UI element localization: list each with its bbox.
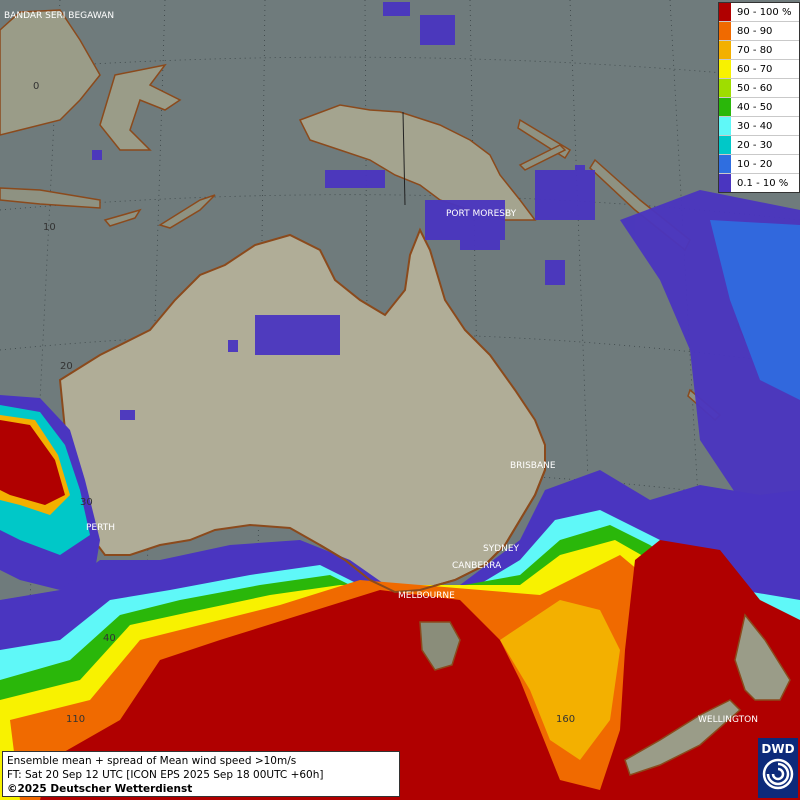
mid-probability-patches bbox=[710, 220, 800, 400]
legend-label: 60 - 70 bbox=[737, 63, 773, 75]
city-label: BRISBANE bbox=[510, 461, 556, 471]
legend-entry: 30 - 40 bbox=[719, 117, 799, 136]
city-label: PORT MORESBY bbox=[446, 209, 517, 219]
longitude-label: 110 bbox=[66, 714, 85, 725]
legend-entry: 90 - 100 % bbox=[719, 3, 799, 22]
tasmania-outline bbox=[419, 621, 461, 671]
city-label: WELLINGTON bbox=[698, 715, 758, 725]
legend-entry: 0.1 - 10 % bbox=[719, 174, 799, 192]
legend-swatch bbox=[719, 22, 731, 40]
legend-label: 80 - 90 bbox=[737, 25, 773, 37]
dwd-logo-text: DWD bbox=[761, 742, 795, 756]
legend-label: 90 - 100 % bbox=[737, 6, 792, 18]
info-box: Ensemble mean + spread of Mean wind spee… bbox=[2, 751, 400, 797]
java-land bbox=[0, 187, 101, 209]
city-label: CANBERRA bbox=[452, 561, 502, 571]
latitude-label: 0 bbox=[33, 81, 39, 92]
legend: 90 - 100 % 80 - 90 70 - 80 60 - 70 50 - 60 40… bbox=[718, 2, 800, 193]
australia-south-coast bbox=[319, 469, 546, 594]
legend-swatch bbox=[719, 41, 731, 59]
legend-label: 0.1 - 10 % bbox=[737, 177, 789, 189]
legend-label: 70 - 80 bbox=[737, 44, 773, 56]
legend-entry: 40 - 50 bbox=[719, 98, 799, 117]
legend-label: 10 - 20 bbox=[737, 158, 773, 170]
longitude-label: 160 bbox=[556, 714, 575, 725]
city-label: BANDAR SERI BEGAWAN bbox=[4, 11, 114, 21]
info-copyright: ©2025 Deutscher Wetterdienst bbox=[7, 783, 193, 795]
west-high-band bbox=[0, 420, 65, 505]
new-zealand-outline bbox=[624, 613, 791, 776]
latitude-label: 40 bbox=[103, 633, 116, 644]
legend-entry: 60 - 70 bbox=[719, 60, 799, 79]
city-label: SYDNEY bbox=[483, 544, 520, 554]
city-label: MELBOURNE bbox=[398, 591, 455, 601]
legend-label: 30 - 40 bbox=[737, 120, 773, 132]
legend-swatch bbox=[719, 174, 731, 192]
legend-swatch bbox=[719, 60, 731, 78]
legend-label: 40 - 50 bbox=[737, 101, 773, 113]
timor-land bbox=[103, 194, 216, 229]
legend-swatch bbox=[719, 155, 731, 173]
legend-entry: 50 - 60 bbox=[719, 79, 799, 98]
legend-label: 50 - 60 bbox=[737, 82, 773, 94]
dwd-swirl-icon bbox=[762, 758, 794, 790]
south-high-band bbox=[40, 540, 800, 800]
legend-entry: 80 - 90 bbox=[719, 22, 799, 41]
latitude-label: 30 bbox=[80, 497, 93, 508]
png-border bbox=[402, 111, 406, 206]
south-gap-yellow bbox=[500, 600, 620, 760]
info-forecast-time: FT: Sat 20 Sep 12 UTC [ICON EPS 2025 Sep… bbox=[7, 769, 324, 781]
latitude-labels: 0 10 20 30 40 bbox=[33, 81, 116, 644]
latitude-label: 20 bbox=[60, 361, 73, 372]
legend-swatch bbox=[719, 117, 731, 135]
dwd-logo: DWD bbox=[758, 738, 798, 798]
city-labels: BANDAR SERI BEGAWAN PORT MORESBY BRISBANE P… bbox=[4, 11, 758, 725]
info-title: Ensemble mean + spread of Mean wind spee… bbox=[7, 755, 297, 767]
legend-swatch bbox=[719, 3, 731, 21]
borneo-land bbox=[0, 9, 101, 136]
legend-label: 20 - 30 bbox=[737, 139, 773, 151]
legend-entry: 10 - 20 bbox=[719, 155, 799, 174]
legend-entry: 20 - 30 bbox=[719, 136, 799, 155]
legend-swatch bbox=[719, 79, 731, 97]
legend-entry: 70 - 80 bbox=[719, 41, 799, 60]
longitude-labels: 110 160 bbox=[66, 714, 575, 725]
sulawesi-land bbox=[99, 63, 182, 151]
legend-swatch bbox=[719, 136, 731, 154]
city-label: PERTH bbox=[86, 523, 115, 533]
legend-swatch bbox=[719, 98, 731, 116]
latitude-label: 10 bbox=[43, 222, 56, 233]
